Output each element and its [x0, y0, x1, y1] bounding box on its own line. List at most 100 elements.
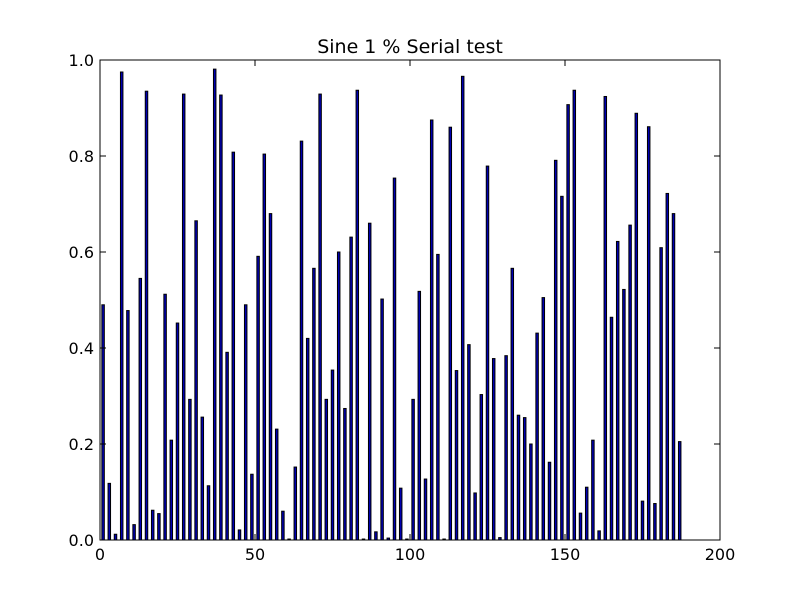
bar — [206, 485, 211, 541]
bar — [119, 71, 124, 541]
axis-ticks: 0 50 100 150 200 0.0 0.2 0.4 0.6 0.8 1.0 — [69, 51, 736, 564]
bar — [175, 322, 180, 541]
bar — [615, 240, 620, 541]
bar — [578, 512, 583, 541]
bar — [281, 510, 285, 541]
bar — [336, 251, 341, 541]
bar — [504, 355, 508, 541]
bar — [628, 224, 632, 541]
bar — [398, 487, 403, 541]
bar — [144, 90, 149, 541]
bar — [355, 89, 360, 541]
bar — [367, 222, 372, 541]
bar — [293, 466, 298, 541]
bar — [436, 253, 440, 541]
x-tick-label: 50 — [245, 545, 265, 564]
bar — [318, 93, 322, 541]
bar — [312, 267, 316, 541]
bar — [113, 533, 118, 541]
bar — [448, 126, 453, 541]
bar — [262, 153, 267, 541]
bar — [609, 316, 614, 541]
bar — [541, 297, 546, 541]
bar — [101, 304, 105, 541]
bar — [423, 478, 428, 541]
bar — [212, 68, 217, 541]
bar — [671, 213, 676, 541]
bar — [467, 344, 471, 541]
bar — [460, 75, 465, 541]
bar — [268, 213, 273, 541]
bar — [219, 94, 223, 541]
y-tick-label: 0.4 — [69, 339, 94, 358]
y-tick-label: 1.0 — [69, 51, 94, 70]
bar — [107, 482, 112, 541]
bar — [529, 443, 533, 541]
bar — [429, 119, 434, 541]
bar — [622, 288, 626, 541]
y-tick-label: 0.8 — [69, 147, 94, 166]
chart-title: Sine 1 % Serial test — [317, 36, 503, 58]
bar — [299, 140, 304, 541]
bar — [132, 524, 136, 541]
x-tick-label: 0 — [95, 545, 105, 564]
bar — [126, 310, 130, 541]
bar — [603, 95, 608, 541]
bar — [250, 473, 254, 541]
bar — [547, 461, 552, 541]
bar — [634, 112, 639, 541]
bar — [522, 417, 527, 541]
bar — [417, 290, 422, 541]
y-tick-label: 0.0 — [69, 531, 94, 550]
bar — [181, 93, 186, 541]
bar — [677, 441, 682, 541]
x-tick-label: 100 — [395, 545, 426, 564]
bar — [305, 337, 310, 541]
bar — [653, 503, 657, 541]
bar — [646, 126, 651, 541]
bar — [274, 428, 279, 541]
bar — [157, 513, 161, 541]
bar — [324, 398, 329, 541]
bar — [597, 530, 601, 541]
bar — [163, 293, 167, 541]
bar — [473, 492, 477, 541]
bar — [330, 369, 335, 541]
bar — [566, 104, 570, 541]
plot-frame — [99, 59, 721, 541]
bar — [584, 486, 589, 541]
bar — [510, 267, 515, 541]
y-tick-label: 0.6 — [69, 243, 94, 262]
bar — [188, 398, 192, 541]
bar — [194, 220, 198, 541]
bar — [343, 407, 347, 541]
bar — [225, 351, 229, 541]
bar — [237, 529, 242, 541]
bar — [485, 165, 490, 541]
bar — [665, 192, 670, 541]
bar — [256, 255, 260, 541]
bar — [231, 151, 236, 541]
bar — [380, 298, 384, 541]
bar — [454, 370, 459, 541]
bar — [591, 439, 595, 541]
x-tick-label: 200 — [705, 545, 736, 564]
bar — [491, 358, 496, 541]
bar — [659, 247, 663, 541]
bar — [535, 332, 539, 541]
bar — [243, 304, 248, 541]
bar — [411, 398, 415, 541]
bars-group — [101, 68, 682, 541]
x-tick-label: 150 — [550, 545, 581, 564]
bar — [479, 394, 484, 541]
bar — [560, 195, 564, 541]
bar — [200, 416, 205, 541]
y-tick-label: 0.2 — [69, 435, 94, 454]
bar — [349, 236, 353, 541]
bar — [640, 500, 645, 541]
bar — [392, 177, 397, 541]
bar — [150, 509, 155, 541]
bar — [553, 159, 558, 541]
bar — [138, 277, 143, 541]
